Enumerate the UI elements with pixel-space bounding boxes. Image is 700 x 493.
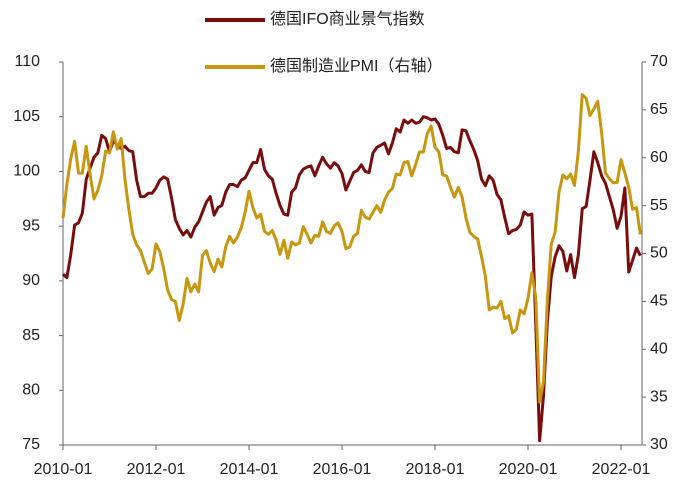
- legend-label: 德国制造业PMI（右轴）: [270, 57, 442, 75]
- y-tick-label: 85: [22, 327, 40, 344]
- y-tick-label: 100: [13, 163, 40, 180]
- y2-tick-label: 55: [650, 197, 668, 214]
- y-tick-label: 105: [13, 108, 40, 125]
- series-line: [62, 115, 642, 443]
- y-tick-label: 75: [22, 436, 40, 453]
- x-tick-label: 2012-01: [127, 461, 186, 478]
- y-tick-label: 80: [22, 382, 40, 399]
- x-tick-label: 2018-01: [406, 461, 465, 478]
- y2-tick-label: 30: [650, 436, 668, 453]
- y2-tick-label: 70: [650, 53, 668, 70]
- x-tick-label: 2014-01: [220, 461, 279, 478]
- x-tick-label: 2022-01: [592, 461, 651, 478]
- x-tick-label: 2016-01: [313, 461, 372, 478]
- y2-tick-label: 45: [650, 293, 668, 310]
- legend-label: 德国IFO商业景气指数: [270, 10, 425, 28]
- y2-tick-label: 60: [650, 149, 668, 166]
- y-tick-label: 90: [22, 272, 40, 289]
- y-tick-label: 95: [22, 217, 40, 234]
- series-line: [61, 93, 642, 404]
- y2-tick-label: 35: [650, 388, 668, 405]
- y2-tick-label: 40: [650, 340, 668, 357]
- y2-tick-label: 50: [650, 245, 668, 262]
- x-tick-label: 2020-01: [499, 461, 558, 478]
- y-tick-label: 110: [14, 53, 40, 70]
- x-tick-label: 2010-01: [34, 461, 93, 478]
- y2-tick-label: 65: [650, 101, 668, 118]
